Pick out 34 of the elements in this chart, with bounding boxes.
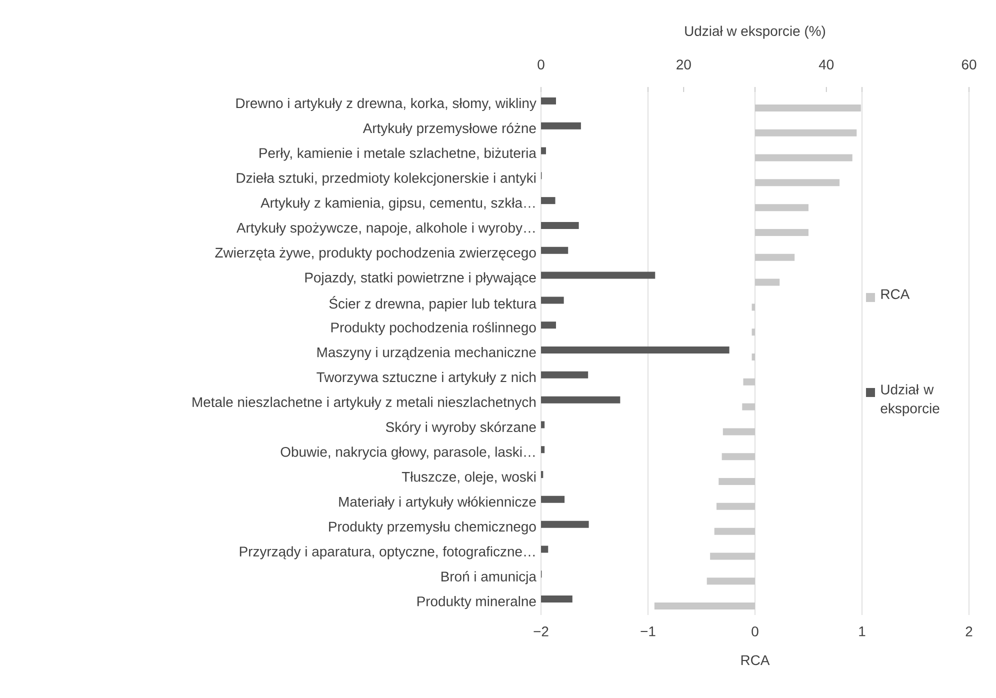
y-tick-label: Pojazdy, statki powietrzne i pływające (305, 272, 536, 286)
x2-axis-title: Udział w eksporcie (%) (685, 26, 826, 39)
y-tick-label: Materiały i artykuły włókiennicze (339, 496, 536, 510)
legend-label: Udział w eksporcie (880, 384, 940, 416)
x2-tick-label: 60 (962, 60, 976, 70)
legend-label: RCA (881, 289, 910, 300)
y-tick-label: Drewno i artykuły z drewna, korka, słomy, wikliny (236, 98, 536, 111)
y-tick-label: Produkty pochodzenia roślinnego (331, 322, 536, 336)
x2-tick-label: 0 (538, 60, 544, 70)
y-tick-label: Produkty mineralne (417, 596, 536, 610)
y-tick-label: Tłuszcze, oleje, woski (402, 472, 536, 485)
y-tick-label: Skóry i wyroby skórzane (386, 422, 536, 435)
y-tick-label: Produkty przemysłu chemicznego (329, 521, 536, 534)
x-tick-label: −2 (534, 626, 548, 636)
y-tick-label: Dzieła sztuki, przedmioty kolekcjonerskie i antyki (236, 172, 536, 186)
y-tick-label: Obuwie, nakrycia głowy, parasole, laski… (280, 446, 535, 460)
x-tick-label: 1 (859, 626, 866, 636)
y-tick-label: Artykuły spożywcze, napoje, alkohole i wyroby… (236, 222, 535, 236)
y-tick-label: Zwierzęta żywe, produkty pochodzenia zwierzęcego (215, 247, 536, 260)
x-tick-label: 0 (752, 626, 758, 636)
y-tick-label: Artykuły z kamienia, gipsu, cementu, szkła… (260, 198, 535, 211)
y-tick-label: Maszyny i urządzenia mechaniczne (317, 346, 536, 360)
x-tick-label: 2 (966, 626, 972, 636)
x2-tick-label: 40 (818, 60, 834, 70)
y-tick-label: Artykuły przemysłowe różne (362, 122, 536, 136)
y-tick-label: Broń i amunicja (441, 571, 536, 584)
y-tick-label: Metale nieszlachetne i artykuły z metali nieszlachetnych (192, 396, 536, 410)
y-tick-label: Ścier z drewna, papier lub tektura (329, 296, 536, 312)
y-tick-label: Przyrządy i aparatura, optyczne, fotograficzne… (240, 546, 535, 560)
x-axis-title: RCA (741, 655, 770, 666)
x-tick-label: −1 (640, 626, 656, 636)
y-tick-label: Tworzywa sztuczne i artykuły z nich (316, 372, 536, 385)
x2-tick-label: 20 (676, 60, 691, 70)
y-tick-label: Perły, kamienie i metale szlachetne, biżuteria (260, 148, 536, 161)
